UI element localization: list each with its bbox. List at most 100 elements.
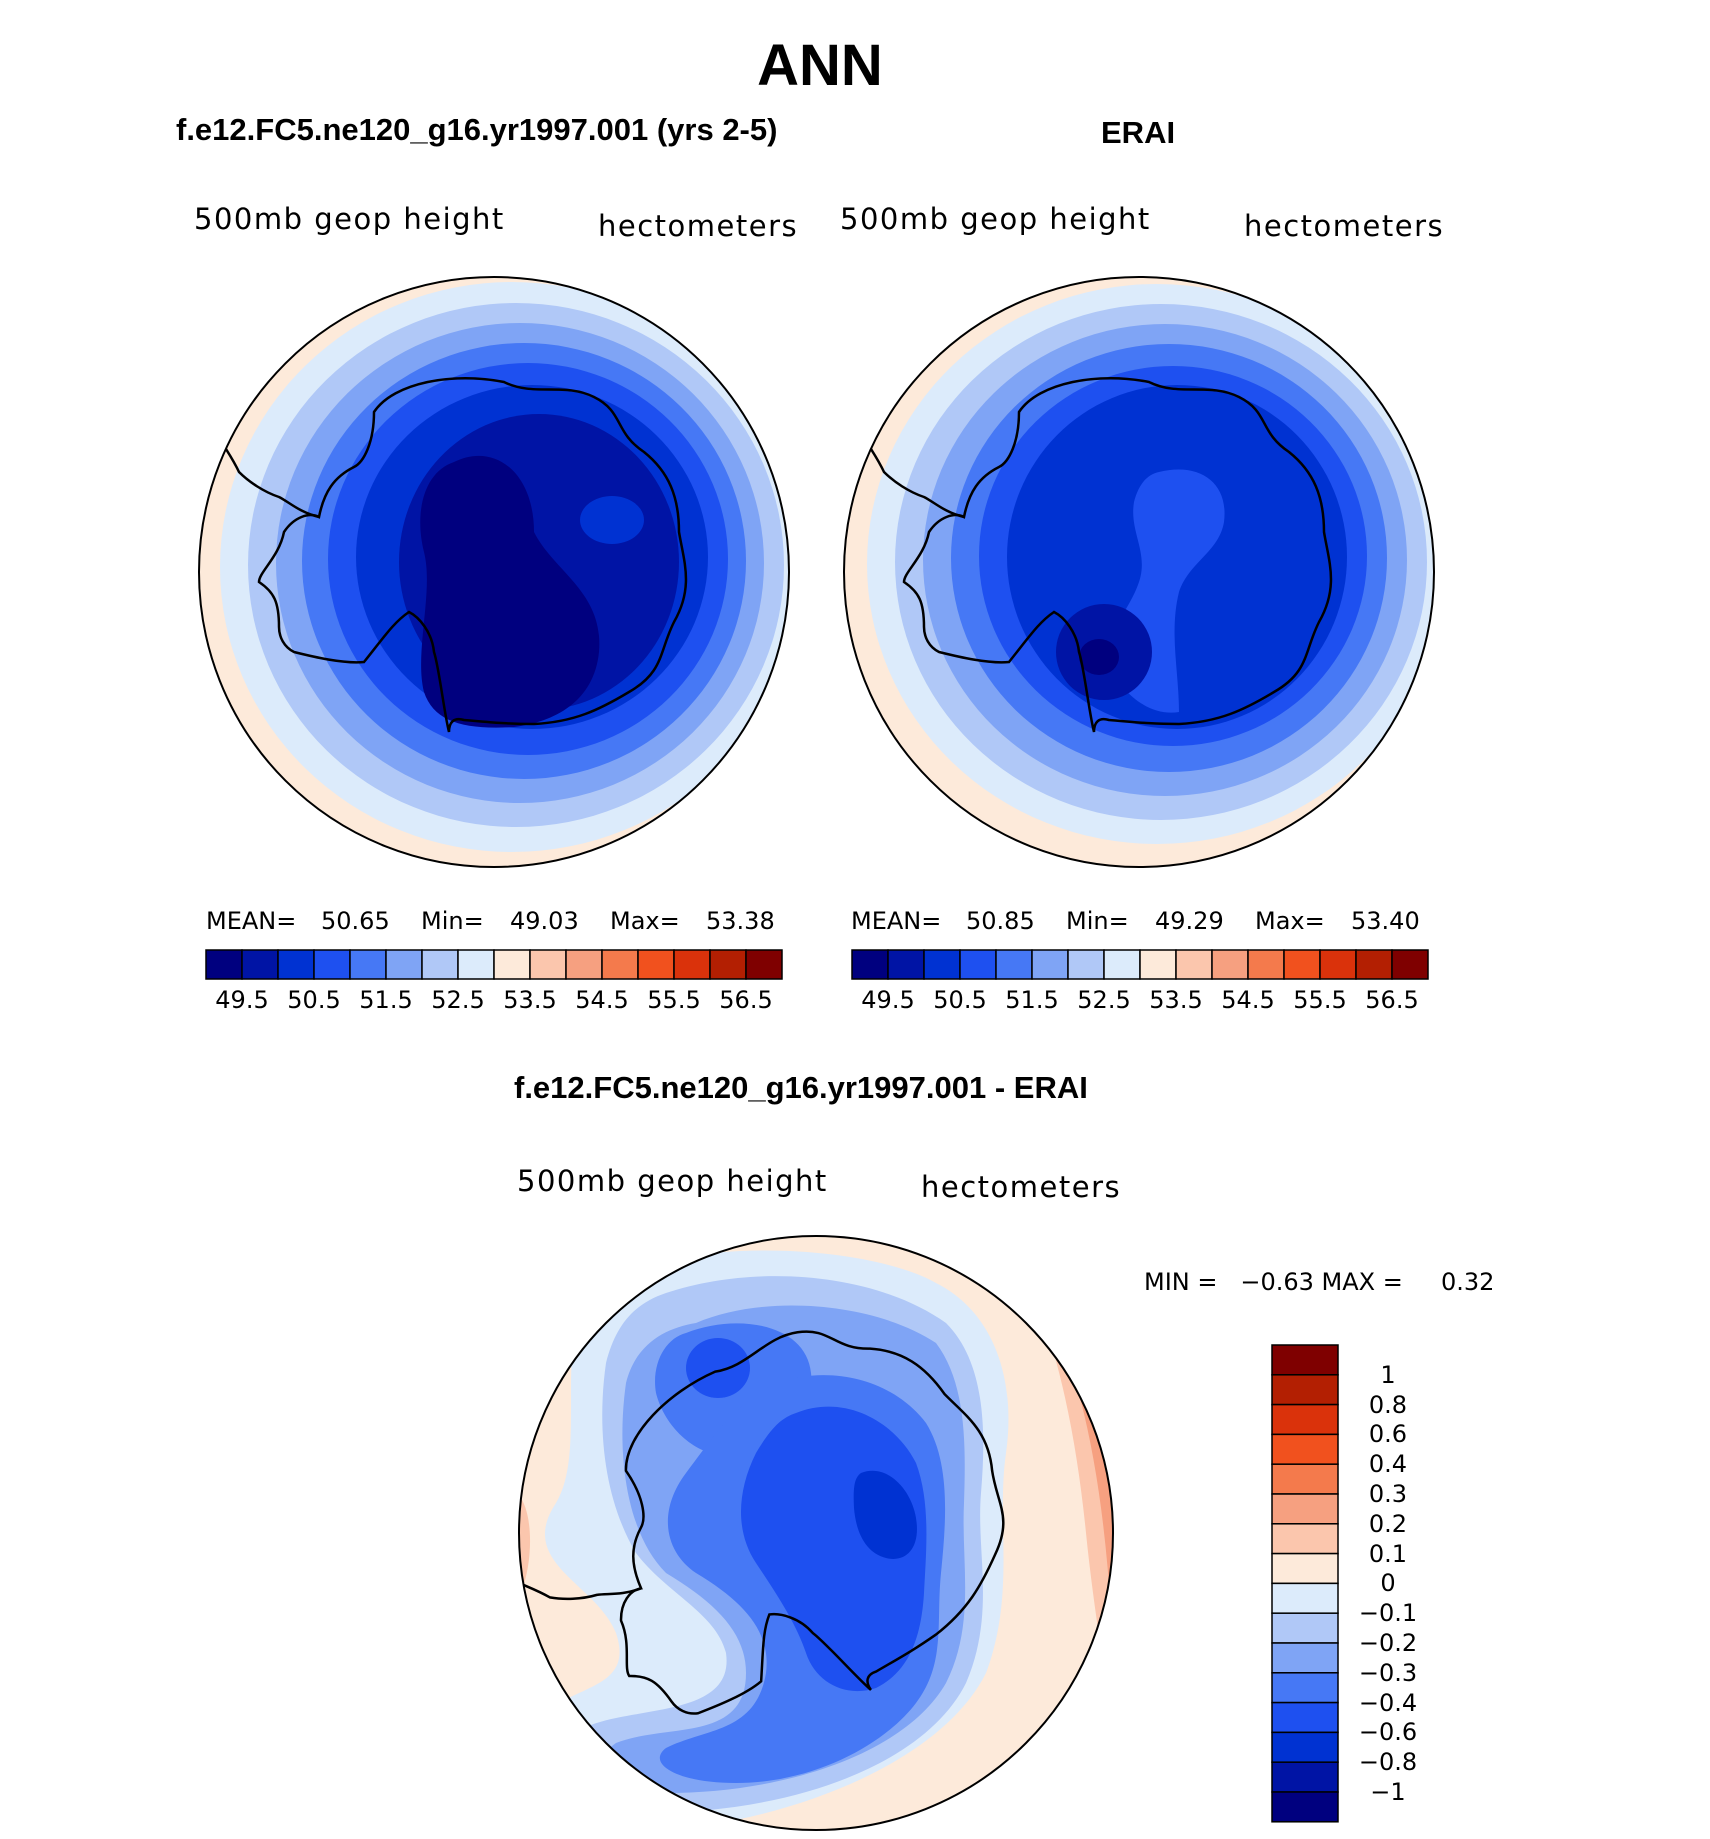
model-colorbar-tick-label: 50.5 xyxy=(287,986,341,1014)
diff-colorbar-swatch xyxy=(1271,1463,1339,1495)
erai-colorbar-swatch xyxy=(1319,949,1357,980)
diff-colorbar xyxy=(1271,1344,1339,1823)
model-panel-title: f.e12.FC5.ne120_g16.yr1997.001 (yrs 2-5) xyxy=(176,112,778,147)
erai-min-value: 49.29 xyxy=(1155,907,1224,935)
diff-colorbar-tick-label: 0.8 xyxy=(1368,1390,1408,1419)
diff-polar-map xyxy=(519,1236,1113,1830)
model-mean-label: MEAN= xyxy=(206,907,297,935)
diff-colorbar-swatch xyxy=(1271,1701,1339,1734)
diff-colorbar-tick-label: 0.4 xyxy=(1368,1450,1408,1479)
erai-colorbar-swatch xyxy=(1031,949,1069,980)
diff-colorbar-tick-label: 0.1 xyxy=(1368,1539,1408,1568)
erai-units-label: hectometers xyxy=(1244,209,1445,243)
erai-colorbar-swatch xyxy=(887,949,925,980)
model-colorbar-swatch xyxy=(349,949,387,980)
diff-colorbar-swatch xyxy=(1271,1374,1339,1406)
model-colorbar-swatch xyxy=(673,949,711,980)
diff-panel-title: f.e12.FC5.ne120_g16.yr1997.001 - ERAI xyxy=(514,1070,1088,1105)
diff-field-label: 500mb geop height xyxy=(517,1164,828,1198)
model-colorbar-swatch xyxy=(205,949,243,980)
diff-colorbar-tick-label: 1 xyxy=(1380,1360,1396,1389)
model-colorbar-swatch xyxy=(457,949,495,980)
diff-colorbar-tick-label: −1 xyxy=(1370,1778,1406,1806)
diff-colorbar-tick-label: 0.2 xyxy=(1368,1509,1408,1538)
erai-colorbar-swatch xyxy=(1355,949,1393,980)
diff-colorbar-tick-label: 0.3 xyxy=(1368,1480,1408,1508)
erai-colorbar-swatch xyxy=(995,949,1033,980)
main-title: ANN xyxy=(757,33,883,98)
model-colorbar xyxy=(205,949,783,980)
model-colorbar-swatch xyxy=(241,949,279,980)
diff-colorbar-swatch xyxy=(1271,1642,1339,1674)
diff-colorbar-tick-label: −0.2 xyxy=(1358,1629,1418,1657)
model-colorbar-swatch xyxy=(709,949,747,980)
model-mean-value: 50.65 xyxy=(321,907,390,935)
model-colorbar-swatch xyxy=(529,949,567,980)
diff-colorbar-swatch xyxy=(1271,1612,1339,1644)
diff-colorbar-swatch xyxy=(1271,1433,1339,1465)
model-max-value: 53.38 xyxy=(706,907,775,935)
model-colorbar-swatch xyxy=(493,949,531,980)
erai-colorbar-tick-label: 51.5 xyxy=(1005,986,1059,1014)
erai-colorbar-swatch xyxy=(1391,949,1429,980)
erai-panel-title: ERAI xyxy=(1101,115,1176,150)
erai-max-value: 53.40 xyxy=(1351,907,1420,935)
diff-colorbar-swatch xyxy=(1271,1582,1339,1614)
erai-colorbar-swatch xyxy=(959,949,997,980)
model-colorbar-tick-label: 52.5 xyxy=(431,986,485,1014)
erai-min-label: Min= xyxy=(1066,907,1129,935)
model-colorbar-swatch xyxy=(385,949,423,980)
erai-mean-label: MEAN= xyxy=(851,907,942,935)
erai-max-label: Max= xyxy=(1255,907,1325,935)
erai-map-boundary xyxy=(843,276,1435,868)
model-polar-map xyxy=(199,277,789,867)
model-colorbar-tick-label: 51.5 xyxy=(359,986,413,1014)
erai-colorbar-swatch xyxy=(1175,949,1213,980)
diff-colorbar-swatch xyxy=(1271,1523,1339,1555)
erai-colorbar-tick-label: 53.5 xyxy=(1149,986,1203,1014)
model-colorbar-tick-label: 53.5 xyxy=(503,986,557,1014)
erai-colorbar-tick-label: 56.5 xyxy=(1365,986,1419,1014)
model-max-label: Max= xyxy=(610,907,680,935)
erai-colorbar-tick-label: 49.5 xyxy=(861,986,915,1014)
erai-colorbar-swatch xyxy=(1283,949,1321,980)
erai-colorbar-tick-label: 55.5 xyxy=(1293,986,1347,1014)
model-colorbar-tick-label: 54.5 xyxy=(575,986,629,1014)
erai-colorbar-swatch xyxy=(1211,949,1249,980)
diff-colorbar-swatch xyxy=(1271,1761,1339,1793)
model-colorbar-swatch xyxy=(745,949,783,980)
diff-colorbar-tick-label: −0.6 xyxy=(1358,1718,1418,1747)
diff-colorbar-tick-label: −0.1 xyxy=(1358,1599,1418,1628)
diff-colorbar-tick-label: −0.3 xyxy=(1358,1658,1418,1687)
diff-map-boundary xyxy=(518,1235,1114,1831)
erai-colorbar-tick-label: 54.5 xyxy=(1221,986,1275,1014)
erai-colorbar-swatch xyxy=(1247,949,1285,980)
model-map-boundary xyxy=(198,276,790,868)
model-colorbar-swatch xyxy=(421,949,459,980)
erai-colorbar xyxy=(851,949,1429,980)
diff-stats: MIN = −0.63 MAX = 0.32 xyxy=(1144,1268,1495,1296)
model-min-value: 49.03 xyxy=(510,907,579,935)
diff-colorbar-swatch xyxy=(1271,1493,1339,1525)
diff-colorbar-swatch xyxy=(1271,1552,1339,1585)
model-units-label: hectometers xyxy=(598,209,799,243)
erai-colorbar-tick-label: 50.5 xyxy=(933,986,987,1014)
erai-colorbar-swatch xyxy=(1139,949,1177,980)
erai-colorbar-swatch xyxy=(1067,949,1105,980)
model-colorbar-swatch xyxy=(313,949,351,980)
diff-colorbar-tick-label: −0.4 xyxy=(1358,1688,1418,1717)
model-field-label: 500mb geop height xyxy=(194,202,505,236)
erai-colorbar-swatch xyxy=(1103,949,1141,980)
model-colorbar-tick-label: 55.5 xyxy=(647,986,701,1014)
model-colorbar-swatch xyxy=(565,949,603,980)
model-min-label: Min= xyxy=(421,907,484,935)
diff-colorbar-swatch xyxy=(1271,1791,1339,1823)
erai-mean-value: 50.85 xyxy=(966,907,1035,935)
diff-colorbar-swatch xyxy=(1271,1672,1339,1704)
model-colorbar-swatch xyxy=(277,949,315,980)
diff-colorbar-tick-label: 0 xyxy=(1380,1569,1396,1598)
model-colorbar-swatch xyxy=(601,949,639,980)
diff-units-label: hectometers xyxy=(921,1170,1122,1204)
erai-colorbar-swatch xyxy=(851,949,889,980)
